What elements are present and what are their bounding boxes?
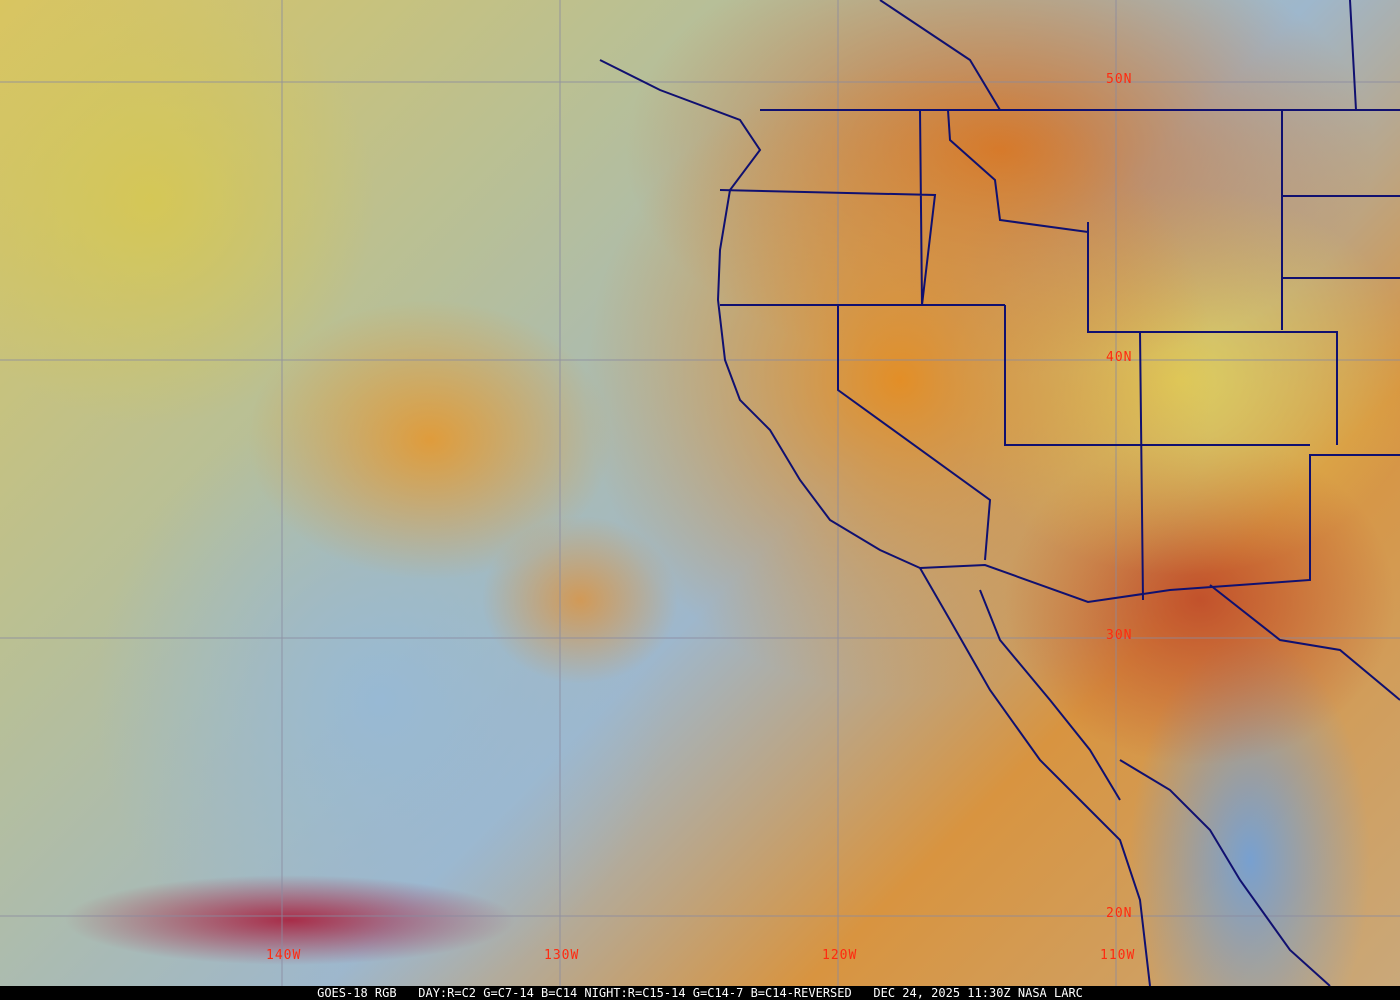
political-borders <box>599 0 1400 986</box>
lat-label-50n: 50N <box>1106 72 1133 87</box>
lat-label-30n: 30N <box>1106 628 1133 643</box>
lat-label-20n: 20N <box>1106 906 1133 921</box>
lon-label-140w: 140W <box>266 948 302 963</box>
lon-label-130w: 130W <box>544 948 580 963</box>
lat-label-40n: 40N <box>1106 350 1133 365</box>
lon-label-120w: 120W <box>822 948 858 963</box>
state-borders <box>719 109 1400 701</box>
baja-coast <box>979 589 1121 801</box>
canada-province-border <box>879 0 1357 111</box>
mexico-coast <box>1119 759 1331 986</box>
coastline-west <box>599 59 1151 986</box>
image-caption: GOES-18 RGB DAY:R=C2 G=C7-14 B=C14 NIGHT… <box>0 986 1400 1000</box>
lon-label-110w: 110W <box>1100 948 1136 963</box>
